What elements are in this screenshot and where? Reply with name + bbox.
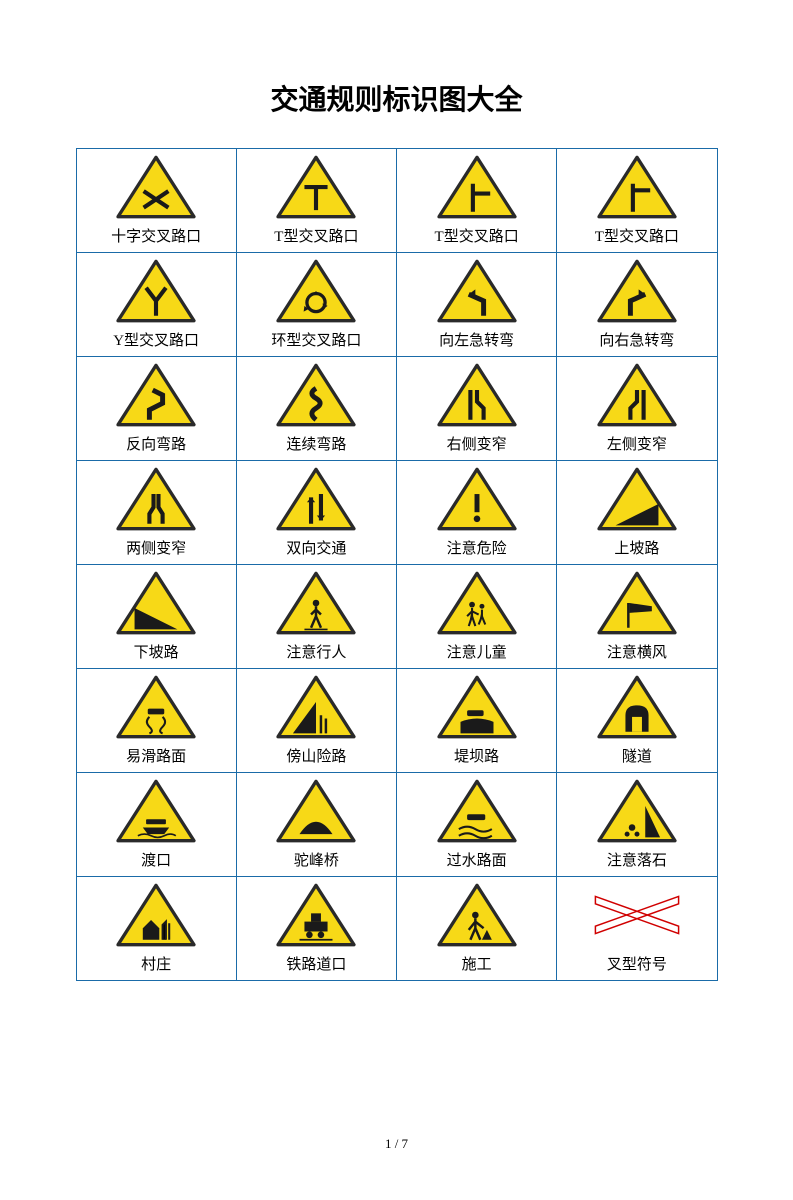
- page-title: 交通规则标识图大全: [0, 78, 793, 118]
- sign-label: 铁路道口: [286, 953, 346, 978]
- downhill-icon: [113, 569, 199, 637]
- winding-icon: [273, 361, 359, 429]
- sign-label: 施工: [462, 953, 492, 978]
- sign-label: 注意落石: [607, 849, 667, 874]
- sign-label: 双向交通: [286, 537, 346, 562]
- sign-cell: 隧道: [557, 669, 717, 773]
- railway-icon: [273, 881, 359, 949]
- page-footer: 1 / 7: [0, 1136, 793, 1152]
- sign-label: 易滑路面: [126, 745, 186, 770]
- sign-label: 渡口: [141, 849, 171, 874]
- sign-cell: 反向弯路: [76, 357, 236, 461]
- sign-label: 注意儿童: [447, 641, 507, 666]
- uphill-icon: [594, 465, 680, 533]
- pedestrian-icon: [273, 569, 359, 637]
- sign-label: Y型交叉路口: [113, 329, 199, 354]
- slippery-icon: [113, 673, 199, 741]
- sign-label: 注意危险: [447, 537, 507, 562]
- sign-cell: 注意危险: [397, 461, 557, 565]
- sign-label: 连续弯路: [286, 433, 346, 458]
- children-icon: [434, 569, 520, 637]
- sign-cell: 铁路道口: [236, 877, 396, 981]
- sign-label: 驼峰桥: [294, 849, 339, 874]
- sign-cell: 注意行人: [236, 565, 396, 669]
- sign-label: 过水路面: [447, 849, 507, 874]
- sign-label: 注意行人: [286, 641, 346, 666]
- sign-cell: 傍山险路: [236, 669, 396, 773]
- ferry-icon: [113, 777, 199, 845]
- sharp-right-icon: [594, 257, 680, 325]
- sign-cell: 村庄: [76, 877, 236, 981]
- x-symbol-icon: [592, 881, 682, 949]
- village-icon: [113, 881, 199, 949]
- sign-cell: 注意落石: [557, 773, 717, 877]
- tunnel-icon: [594, 673, 680, 741]
- sign-cell: T型交叉路口: [236, 149, 396, 253]
- danger-icon: [434, 465, 520, 533]
- t-up-icon: [273, 153, 359, 221]
- t-right2-icon: [594, 153, 680, 221]
- sign-label: 堤坝路: [454, 745, 499, 770]
- sign-cell: 渡口: [76, 773, 236, 877]
- sign-label: 注意横风: [607, 641, 667, 666]
- sign-label: 村庄: [141, 953, 171, 978]
- sign-cell: 两侧变窄: [76, 461, 236, 565]
- sign-cell: 注意儿童: [397, 565, 557, 669]
- sign-cell: 注意横风: [557, 565, 717, 669]
- sign-label: 十字交叉路口: [111, 225, 201, 250]
- sign-label: T型交叉路口: [435, 225, 519, 250]
- sign-cell: 向左急转弯: [397, 253, 557, 357]
- sign-label: 下坡路: [134, 641, 179, 666]
- sign-label: 上坡路: [614, 537, 659, 562]
- sign-cell: 施工: [397, 877, 557, 981]
- sign-cell: 十字交叉路口: [76, 149, 236, 253]
- rockfall-icon: [594, 777, 680, 845]
- sign-cell: 双向交通: [236, 461, 396, 565]
- sign-cell: 左侧变窄: [557, 357, 717, 461]
- sign-cell: 连续弯路: [236, 357, 396, 461]
- sign-cell: 过水路面: [397, 773, 557, 877]
- sign-label: T型交叉路口: [274, 225, 358, 250]
- sign-label: 向左急转弯: [439, 329, 514, 354]
- sign-cell: 易滑路面: [76, 669, 236, 773]
- sign-cell: 驼峰桥: [236, 773, 396, 877]
- sign-label: 隧道: [622, 745, 652, 770]
- crosswind-icon: [594, 569, 680, 637]
- sign-cell: 堤坝路: [397, 669, 557, 773]
- narrow-both-icon: [113, 465, 199, 533]
- t-right-icon: [434, 153, 520, 221]
- two-way-icon: [273, 465, 359, 533]
- sign-label: 右侧变窄: [447, 433, 507, 458]
- sign-label: 环型交叉路口: [271, 329, 361, 354]
- sign-cell: T型交叉路口: [397, 149, 557, 253]
- y-icon: [113, 257, 199, 325]
- cross-icon: [113, 153, 199, 221]
- sign-label: 傍山险路: [286, 745, 346, 770]
- water-icon: [434, 777, 520, 845]
- sign-label: 叉型符号: [607, 953, 667, 978]
- sign-label: T型交叉路口: [595, 225, 679, 250]
- sign-cell: 叉型符号: [557, 877, 717, 981]
- narrow-right-icon: [434, 361, 520, 429]
- sharp-left-icon: [434, 257, 520, 325]
- sign-label: 反向弯路: [126, 433, 186, 458]
- sign-cell: 下坡路: [76, 565, 236, 669]
- sign-cell: 上坡路: [557, 461, 717, 565]
- mountain-icon: [273, 673, 359, 741]
- sign-cell: 环型交叉路口: [236, 253, 396, 357]
- sign-cell: T型交叉路口: [557, 149, 717, 253]
- sign-cell: Y型交叉路口: [76, 253, 236, 357]
- narrow-left-icon: [594, 361, 680, 429]
- embankment-icon: [434, 673, 520, 741]
- reverse-curve-icon: [113, 361, 199, 429]
- construction-icon: [434, 881, 520, 949]
- ring-icon: [273, 257, 359, 325]
- hump-icon: [273, 777, 359, 845]
- sign-cell: 右侧变窄: [397, 357, 557, 461]
- sign-label: 两侧变窄: [126, 537, 186, 562]
- signs-table: 十字交叉路口 T型交叉路口 T型交叉路口 T型交叉路口 Y型交叉路口 环型交叉路…: [76, 148, 718, 981]
- sign-label: 左侧变窄: [607, 433, 667, 458]
- sign-label: 向右急转弯: [599, 329, 674, 354]
- sign-cell: 向右急转弯: [557, 253, 717, 357]
